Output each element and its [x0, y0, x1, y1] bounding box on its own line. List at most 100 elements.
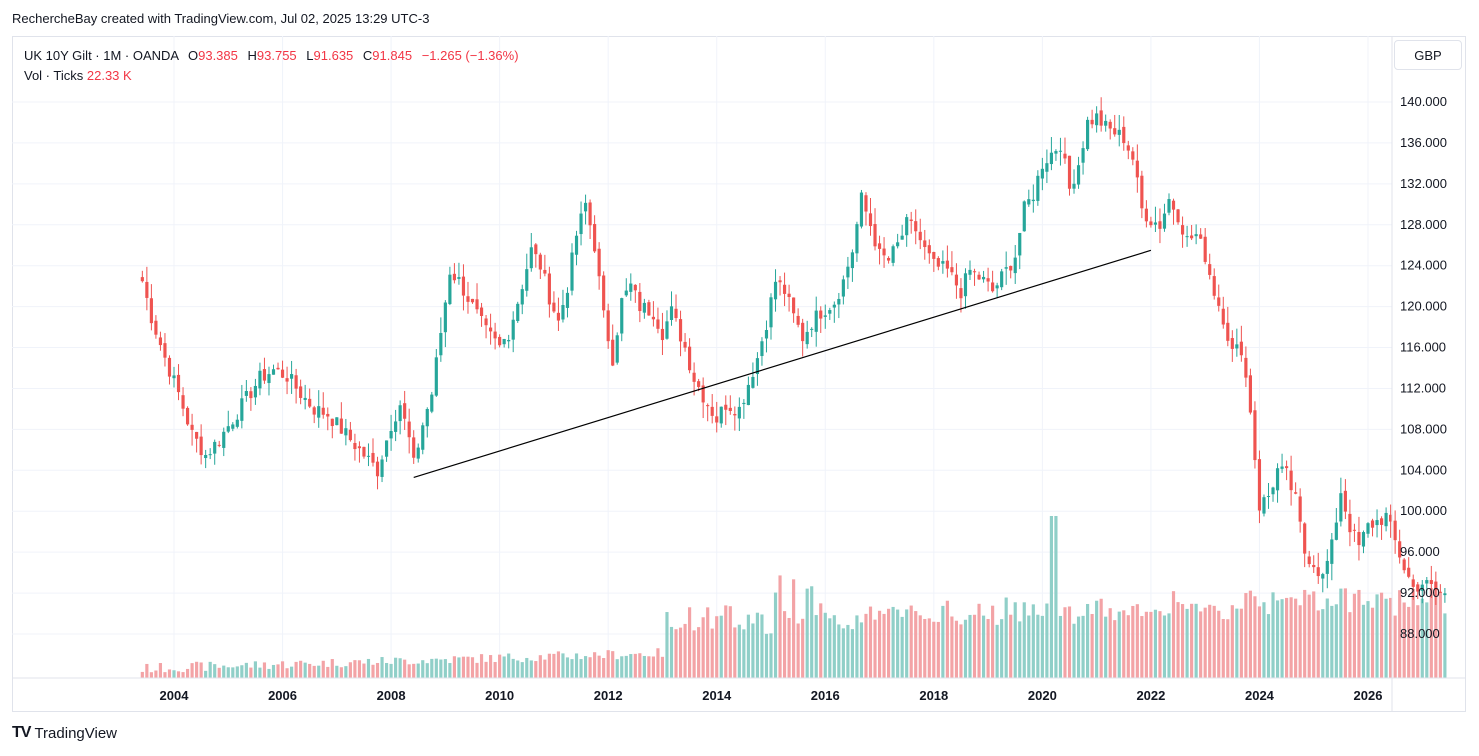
- candle: [1108, 119, 1112, 140]
- candle: [1158, 208, 1162, 244]
- candle: [344, 418, 348, 446]
- candle: [208, 448, 212, 460]
- candle-body: [642, 302, 646, 313]
- candle: [805, 320, 809, 349]
- candle: [1294, 482, 1298, 495]
- footer-branding[interactable]: TV TradingView: [12, 724, 117, 742]
- candle: [561, 289, 565, 323]
- candle: [841, 275, 845, 305]
- candle: [181, 387, 185, 417]
- volume-label[interactable]: Vol · Ticks: [24, 68, 84, 83]
- candle-body: [1294, 492, 1298, 494]
- volume-bar: [1212, 605, 1216, 678]
- candle-body: [1076, 165, 1081, 185]
- candle: [1389, 504, 1393, 538]
- candle-body: [1054, 151, 1058, 154]
- symbol-label[interactable]: UK 10Y Gilt · 1M · OANDA: [24, 48, 179, 63]
- high-label: H: [247, 48, 257, 63]
- volume-bar: [593, 652, 597, 678]
- candle: [611, 324, 615, 367]
- candle: [706, 403, 710, 422]
- candle: [796, 308, 800, 328]
- candle-body: [1343, 490, 1347, 512]
- candle: [1190, 224, 1194, 241]
- volume-bar: [375, 662, 380, 678]
- volume-bar: [285, 668, 289, 678]
- candle: [778, 276, 782, 296]
- candle: [231, 422, 235, 432]
- candle-body: [226, 426, 230, 432]
- volume-bar: [461, 656, 466, 678]
- volume-bar: [995, 624, 999, 678]
- candle: [1076, 156, 1081, 189]
- candle: [1244, 346, 1248, 388]
- candle: [1199, 228, 1203, 239]
- volume-bar: [1230, 605, 1234, 678]
- candle: [1013, 245, 1017, 284]
- candle-body: [950, 267, 954, 273]
- candle-body: [547, 273, 551, 305]
- candle-body: [1239, 341, 1243, 356]
- volume-bar: [1162, 615, 1167, 678]
- volume-bar: [1081, 615, 1085, 678]
- candle: [335, 417, 339, 426]
- candle: [403, 390, 407, 430]
- candle-body: [701, 385, 705, 403]
- volume-bar: [633, 653, 637, 678]
- chart-legend: UK 10Y Gilt · 1M · OANDA O93.385 H93.755…: [24, 46, 519, 86]
- volume-bar: [1095, 600, 1099, 678]
- volume-bar: [746, 614, 750, 678]
- volume-bar: [710, 628, 714, 678]
- volume-bar: [1321, 609, 1325, 678]
- volume-bar: [1402, 602, 1406, 678]
- candle-body: [1126, 145, 1130, 151]
- volume-bar: [638, 653, 642, 678]
- candle-body: [1303, 523, 1307, 554]
- volume-bar: [1226, 619, 1230, 678]
- candle-body: [158, 337, 163, 346]
- candle: [1000, 268, 1004, 291]
- candle-body: [810, 328, 814, 330]
- candle: [303, 384, 307, 410]
- candle: [1443, 587, 1447, 603]
- candle: [262, 357, 267, 384]
- candle-body: [163, 343, 167, 358]
- candle: [1239, 325, 1243, 362]
- volume-bar: [719, 615, 723, 678]
- candle-body: [814, 310, 818, 332]
- candle: [565, 287, 570, 318]
- volume-bar: [380, 657, 384, 678]
- volume-bar: [701, 617, 705, 678]
- candle-body: [579, 213, 583, 235]
- candle: [1343, 479, 1347, 520]
- candle: [1384, 507, 1388, 532]
- candle-body: [923, 240, 927, 248]
- candle: [1253, 401, 1257, 469]
- candle-body: [321, 407, 325, 415]
- candle-body: [1253, 410, 1257, 461]
- candle: [692, 362, 696, 396]
- candle: [145, 266, 149, 311]
- candle: [954, 263, 959, 299]
- candle: [222, 427, 226, 457]
- candle-body: [285, 378, 289, 382]
- candle-body: [755, 358, 760, 375]
- candle-body: [801, 322, 805, 342]
- candle-body: [253, 385, 257, 398]
- candle: [1194, 224, 1198, 245]
- candle: [538, 252, 542, 279]
- high-value: 93.755: [256, 48, 297, 63]
- volume-bar: [887, 608, 891, 678]
- candle-body: [217, 444, 221, 446]
- candle: [710, 394, 714, 424]
- volume-bar: [1325, 598, 1329, 678]
- volume-bar: [674, 629, 678, 678]
- currency-button[interactable]: GBP: [1394, 40, 1462, 70]
- candle-body: [570, 252, 574, 291]
- volume-bar: [574, 653, 579, 678]
- candle-body: [651, 316, 655, 320]
- volume-bar: [932, 621, 936, 678]
- time-tick-label: 2022: [1136, 688, 1165, 703]
- volume-bar: [326, 666, 330, 678]
